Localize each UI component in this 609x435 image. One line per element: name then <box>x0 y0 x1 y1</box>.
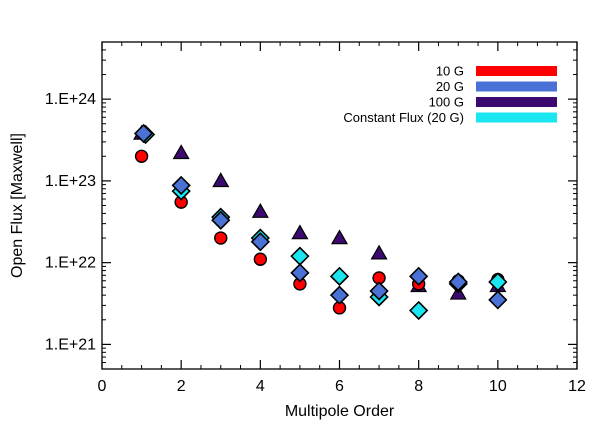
legend-label: 20 G <box>436 79 464 94</box>
y-tick-label: 1.E+23 <box>45 173 96 190</box>
data-point <box>290 246 310 266</box>
legend-label: 100 G <box>429 95 464 110</box>
legend-label: Constant Flux (20 G) <box>343 110 464 125</box>
x-tick-label: 2 <box>177 378 186 395</box>
data-point <box>253 252 268 266</box>
data-point <box>409 300 429 321</box>
data-point <box>329 285 350 305</box>
x-tick-label: 8 <box>414 378 423 395</box>
data-markers <box>133 123 508 321</box>
data-point <box>290 263 310 283</box>
legend-swatch <box>476 66 557 76</box>
legend-swatch <box>476 81 557 92</box>
data-point <box>172 144 190 160</box>
data-point <box>212 172 230 188</box>
legend-swatch <box>476 112 557 123</box>
data-point <box>133 123 154 144</box>
data-point <box>211 210 231 230</box>
y-tick-label: 1.E+24 <box>45 91 96 108</box>
data-point <box>409 266 429 286</box>
x-tick-label: 12 <box>568 378 586 395</box>
legend-label: 10 G <box>436 64 464 79</box>
data-point <box>251 202 269 218</box>
x-axis-title: Multipole Order <box>285 403 395 420</box>
data-point <box>488 290 508 310</box>
data-point <box>329 266 350 286</box>
data-point <box>134 149 149 163</box>
data-point <box>214 231 228 245</box>
axis-ticks: 0 2 4 6 8 10 12 1.E+21 1.E+22 1.E+23 1.E+24 <box>45 42 586 395</box>
y-tick-label: 1.E+22 <box>45 255 96 272</box>
data-point <box>448 272 468 292</box>
data-point <box>291 224 309 240</box>
y-axis-title: Open Flux [Maxwell] <box>9 133 26 278</box>
x-tick-label: 0 <box>98 378 107 395</box>
data-point <box>370 244 388 260</box>
legend-swatch <box>476 97 557 107</box>
data-point <box>369 281 389 301</box>
y-tick-label: 1.E+21 <box>45 336 96 353</box>
data-point <box>171 175 191 196</box>
data-point <box>330 229 349 245</box>
x-tick-label: 4 <box>256 378 265 395</box>
data-point <box>250 232 270 252</box>
x-tick-label: 10 <box>489 378 507 395</box>
x-tick-label: 6 <box>335 378 344 395</box>
